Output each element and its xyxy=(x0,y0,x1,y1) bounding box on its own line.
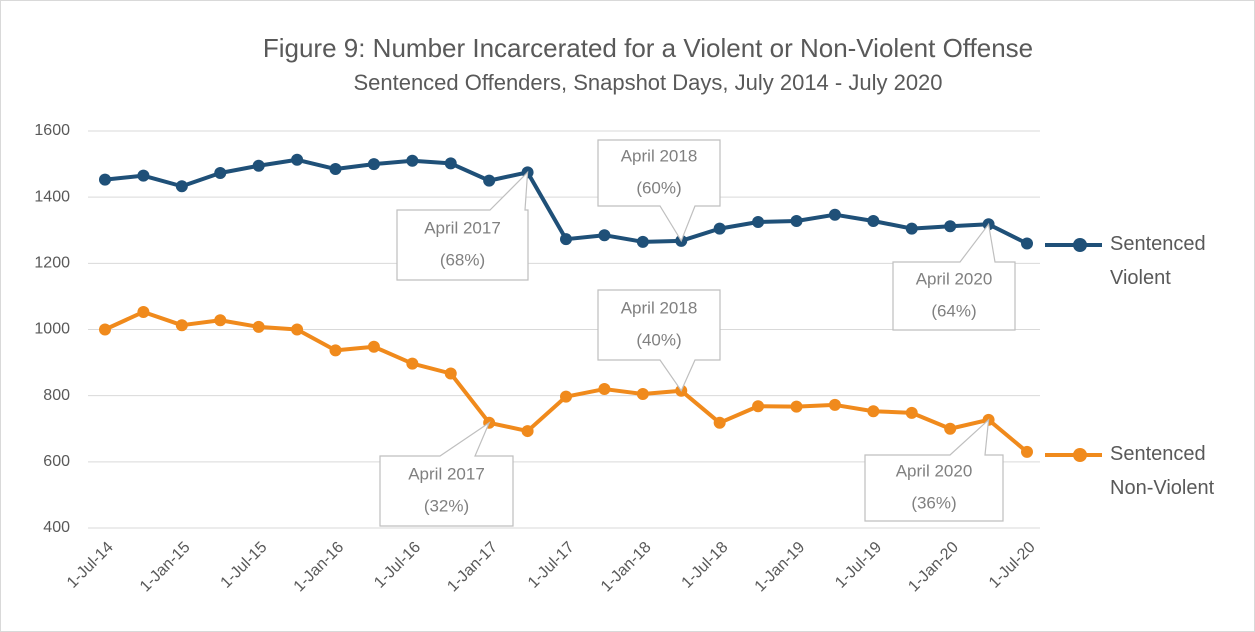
data-point xyxy=(406,154,419,167)
callout-box xyxy=(396,170,529,281)
data-point xyxy=(252,159,265,172)
data-point xyxy=(175,180,188,193)
data-point xyxy=(752,400,765,413)
callout-box xyxy=(597,289,721,392)
data-point xyxy=(560,233,572,246)
data-point xyxy=(521,425,534,438)
y-tick-label: 800 xyxy=(43,387,70,404)
callout-text: (60%) xyxy=(636,178,681,197)
y-tick-label: 400 xyxy=(43,519,70,536)
data-point xyxy=(598,383,611,396)
data-point xyxy=(214,167,227,180)
callout-text: (68%) xyxy=(440,250,485,269)
data-point xyxy=(444,157,457,170)
callout-box xyxy=(864,418,1004,522)
data-point xyxy=(944,422,957,435)
callout-text: (36%) xyxy=(911,493,956,512)
data-point xyxy=(598,229,611,242)
data-point xyxy=(291,153,304,166)
callout-text: (40%) xyxy=(636,330,681,349)
callout-box xyxy=(892,222,1016,331)
legend-label: Sentenced Violent xyxy=(1110,233,1206,289)
legend-label-line: Sentenced xyxy=(1110,443,1206,465)
legend-label-line: Violent xyxy=(1110,267,1171,289)
callout-box xyxy=(597,139,721,243)
data-point xyxy=(867,214,880,227)
legend-label-line: Sentenced xyxy=(1110,233,1206,255)
data-point xyxy=(1021,237,1033,250)
data-point xyxy=(560,390,572,403)
legend-marker xyxy=(1073,448,1087,462)
data-point xyxy=(291,323,304,336)
data-point xyxy=(905,406,918,419)
callout-text: April 2017 xyxy=(408,464,485,483)
callout-text: April 2020 xyxy=(916,269,993,288)
callout-text: April 2017 xyxy=(424,218,501,237)
data-point xyxy=(99,323,111,336)
legend-label: Sentenced Non-Violent xyxy=(1110,443,1215,499)
y-tick-label: 600 xyxy=(43,453,70,470)
y-tick-label: 1400 xyxy=(34,188,70,205)
data-point xyxy=(175,319,188,332)
data-point xyxy=(329,344,342,357)
data-point xyxy=(828,398,841,411)
callout-text: (32%) xyxy=(424,496,469,515)
y-tick-label: 1200 xyxy=(34,255,70,272)
data-point xyxy=(252,320,265,333)
data-point xyxy=(367,158,380,171)
callout-text: April 2018 xyxy=(621,298,698,317)
data-point xyxy=(329,163,342,176)
data-point xyxy=(790,214,803,227)
data-point xyxy=(752,215,765,228)
data-point xyxy=(905,222,918,235)
data-point xyxy=(137,169,150,182)
callout-box xyxy=(379,421,514,527)
data-point xyxy=(713,222,726,235)
data-point xyxy=(636,388,649,401)
data-point xyxy=(99,173,111,186)
data-point xyxy=(867,405,880,418)
data-point xyxy=(406,357,419,370)
data-point xyxy=(483,174,496,187)
legend-marker xyxy=(1073,238,1087,252)
data-point xyxy=(713,416,726,429)
data-point xyxy=(944,220,957,233)
data-point xyxy=(367,340,380,353)
data-point xyxy=(214,314,227,327)
callout-text: (64%) xyxy=(931,301,976,320)
callout-text: April 2018 xyxy=(621,146,698,165)
data-point xyxy=(137,305,150,318)
data-point xyxy=(636,235,649,248)
callout-text: April 2020 xyxy=(896,461,973,480)
legend-label-line: Non-Violent xyxy=(1110,477,1215,499)
chart-title: Figure 9: Number Incarcerated for a Viol… xyxy=(263,33,1033,63)
data-point xyxy=(790,400,803,413)
data-point xyxy=(828,208,841,221)
data-point xyxy=(1021,445,1033,458)
chart-subtitle: Sentenced Offenders, Snapshot Days, July… xyxy=(353,70,942,95)
data-point xyxy=(444,367,457,380)
y-tick-label: 1600 xyxy=(34,122,70,139)
y-tick-label: 1000 xyxy=(34,321,70,338)
